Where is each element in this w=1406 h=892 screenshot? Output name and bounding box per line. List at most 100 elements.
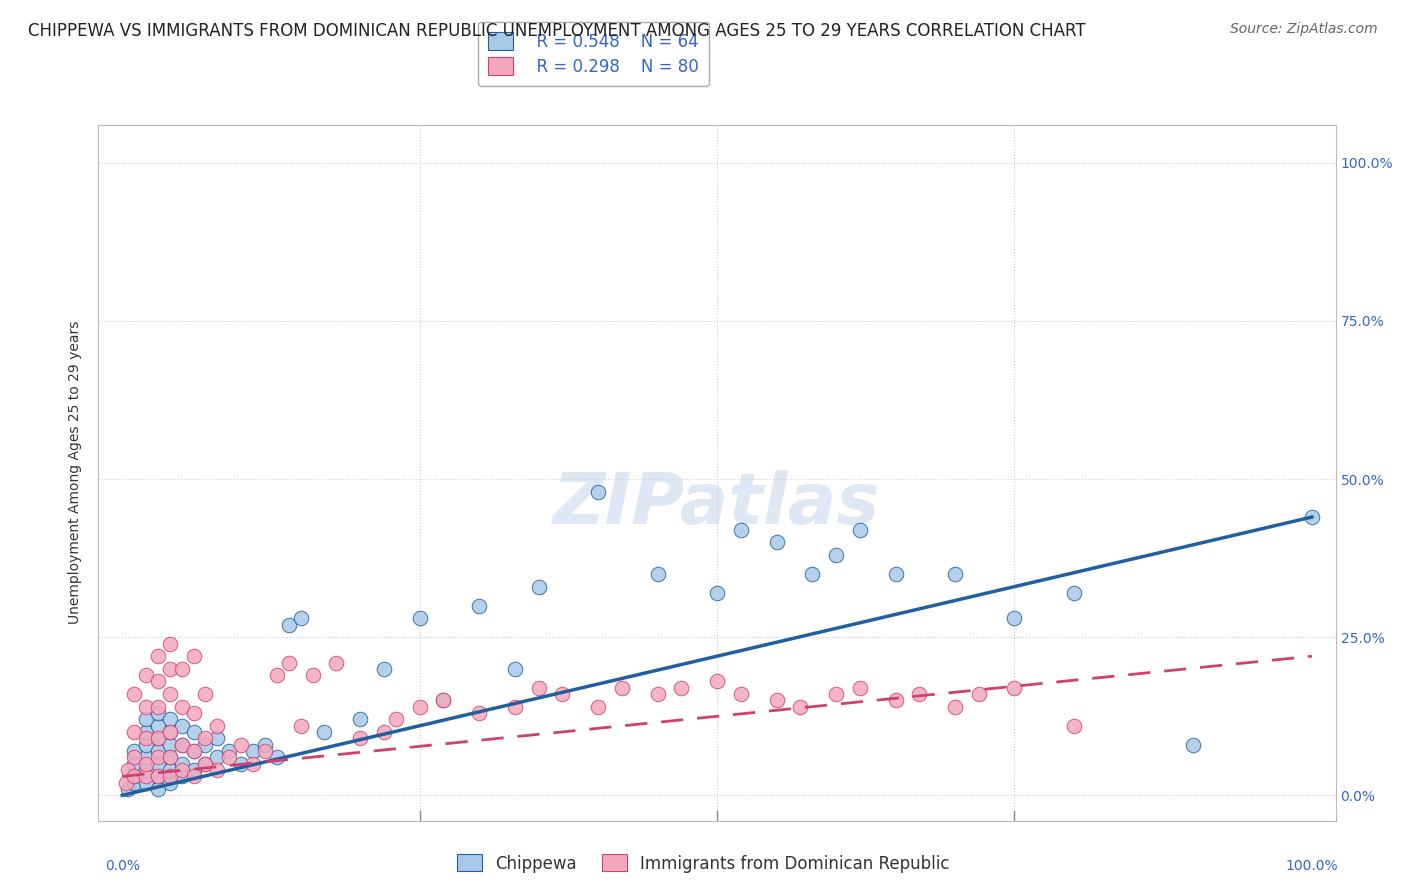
Point bbox=[207, 731, 229, 746]
Point bbox=[114, 775, 136, 789]
Point bbox=[207, 763, 229, 777]
Point bbox=[1181, 738, 1204, 752]
Point bbox=[432, 693, 454, 707]
Point bbox=[122, 750, 145, 764]
Point bbox=[146, 731, 169, 746]
Point bbox=[468, 706, 491, 720]
Point bbox=[218, 750, 240, 764]
Point bbox=[551, 687, 574, 701]
Point bbox=[301, 668, 323, 682]
Point bbox=[194, 756, 217, 771]
Point bbox=[135, 725, 157, 739]
Point bbox=[194, 756, 217, 771]
Point bbox=[730, 687, 752, 701]
Point bbox=[789, 699, 811, 714]
Point bbox=[385, 713, 408, 727]
Point bbox=[849, 523, 872, 537]
Point bbox=[277, 656, 299, 670]
Point bbox=[159, 687, 181, 701]
Point bbox=[253, 744, 276, 758]
Point bbox=[135, 738, 157, 752]
Point bbox=[349, 731, 371, 746]
Point bbox=[159, 713, 181, 727]
Point bbox=[730, 523, 752, 537]
Point bbox=[170, 719, 193, 733]
Point bbox=[884, 566, 907, 581]
Point bbox=[765, 535, 787, 549]
Point bbox=[170, 769, 193, 783]
Text: 100.0%: 100.0% bbox=[1285, 859, 1339, 872]
Point bbox=[290, 611, 312, 625]
Point bbox=[527, 580, 550, 594]
Point bbox=[671, 681, 693, 695]
Point bbox=[146, 731, 169, 746]
Point bbox=[146, 744, 169, 758]
Point bbox=[253, 738, 276, 752]
Point bbox=[943, 699, 966, 714]
Point bbox=[1063, 586, 1085, 600]
Point bbox=[135, 699, 157, 714]
Point bbox=[194, 687, 217, 701]
Point bbox=[183, 649, 205, 664]
Point bbox=[825, 548, 848, 562]
Point bbox=[849, 681, 872, 695]
Point bbox=[647, 687, 669, 701]
Point bbox=[967, 687, 990, 701]
Point bbox=[170, 756, 193, 771]
Point bbox=[183, 744, 205, 758]
Legend: Chippewa, Immigrants from Dominican Republic: Chippewa, Immigrants from Dominican Repu… bbox=[450, 847, 956, 880]
Point bbox=[170, 662, 193, 676]
Point bbox=[146, 706, 169, 720]
Point bbox=[314, 725, 336, 739]
Point bbox=[135, 775, 157, 789]
Point bbox=[159, 738, 181, 752]
Y-axis label: Unemployment Among Ages 25 to 29 years: Unemployment Among Ages 25 to 29 years bbox=[69, 321, 83, 624]
Point bbox=[183, 763, 205, 777]
Point bbox=[408, 699, 430, 714]
Point bbox=[135, 668, 157, 682]
Point bbox=[117, 763, 139, 777]
Point bbox=[135, 756, 157, 771]
Point bbox=[122, 769, 145, 783]
Point bbox=[159, 763, 181, 777]
Point bbox=[207, 719, 229, 733]
Point bbox=[586, 484, 609, 499]
Point bbox=[1063, 719, 1085, 733]
Point bbox=[1004, 611, 1026, 625]
Text: 0.0%: 0.0% bbox=[104, 859, 139, 872]
Point bbox=[159, 725, 181, 739]
Point bbox=[610, 681, 633, 695]
Point bbox=[468, 599, 491, 613]
Point bbox=[146, 649, 169, 664]
Point bbox=[207, 750, 229, 764]
Point bbox=[135, 769, 157, 783]
Point bbox=[943, 566, 966, 581]
Point bbox=[290, 719, 312, 733]
Point bbox=[1004, 681, 1026, 695]
Point bbox=[706, 586, 728, 600]
Point bbox=[325, 656, 347, 670]
Point bbox=[159, 750, 181, 764]
Point bbox=[349, 713, 371, 727]
Point bbox=[122, 756, 145, 771]
Point bbox=[266, 750, 288, 764]
Point bbox=[170, 738, 193, 752]
Point bbox=[183, 706, 205, 720]
Point bbox=[122, 725, 145, 739]
Point bbox=[159, 775, 181, 789]
Point bbox=[765, 693, 787, 707]
Point bbox=[1301, 510, 1323, 524]
Point bbox=[194, 738, 217, 752]
Point bbox=[183, 769, 205, 783]
Point bbox=[135, 750, 157, 764]
Point bbox=[503, 662, 526, 676]
Point bbox=[183, 744, 205, 758]
Point bbox=[146, 782, 169, 797]
Point bbox=[432, 693, 454, 707]
Point bbox=[242, 744, 264, 758]
Point bbox=[159, 750, 181, 764]
Point bbox=[194, 731, 217, 746]
Point bbox=[135, 763, 157, 777]
Point bbox=[277, 617, 299, 632]
Point bbox=[231, 738, 253, 752]
